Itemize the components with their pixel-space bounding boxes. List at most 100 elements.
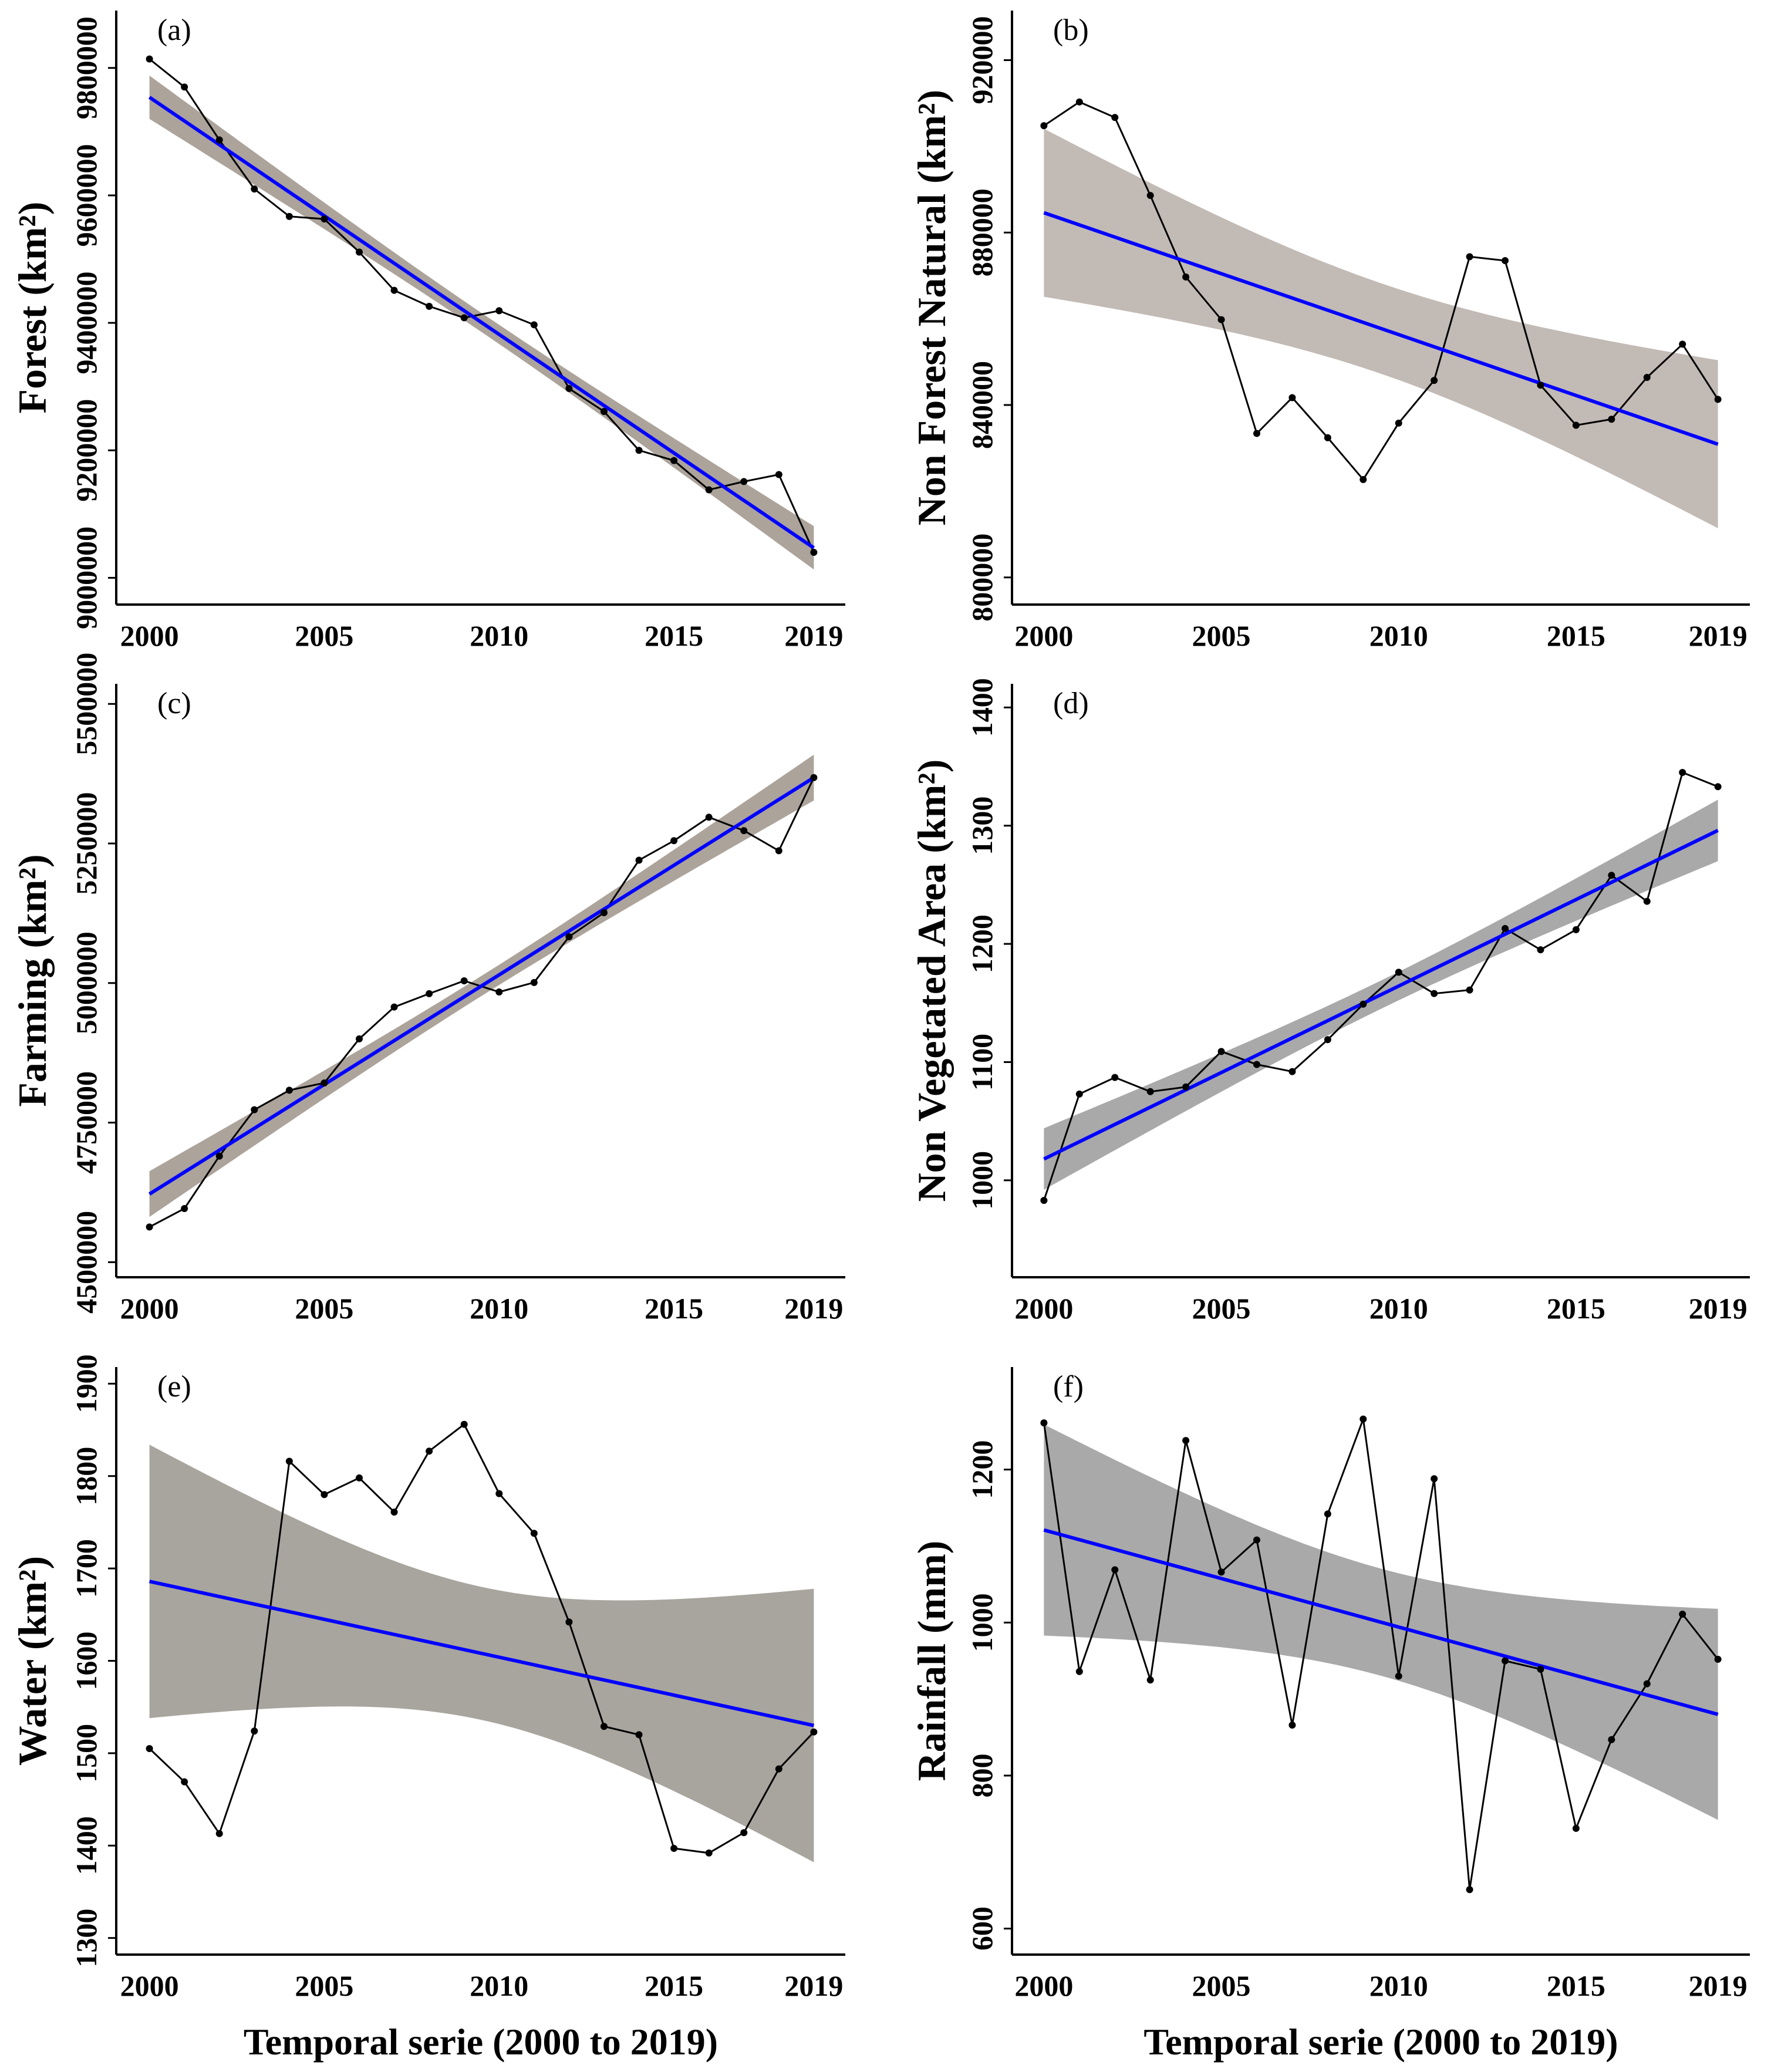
data-point-2012: [1466, 986, 1473, 994]
x-tick-label: 2000: [1014, 1969, 1073, 2002]
trend-line: [149, 1580, 815, 1727]
data-point-2011: [1431, 1475, 1438, 1483]
data-point-2000: [146, 55, 153, 63]
data-point-2010: [495, 1490, 503, 1497]
y-tick-label: 1800: [70, 1447, 103, 1506]
y-tick-label: 9600000: [70, 144, 103, 247]
data-point-2007: [390, 1003, 398, 1011]
x-tick-label: 2000: [120, 619, 179, 652]
data-point-2016: [1608, 416, 1615, 423]
y-tick-label: 5500000: [70, 653, 103, 755]
trend-line: [1043, 1528, 1719, 1716]
data-point-2011: [530, 1530, 538, 1537]
data-point-2014: [635, 447, 643, 454]
data-point-2004: [285, 1457, 293, 1465]
x-tick-label: 2019: [784, 1969, 843, 2002]
x-tick-label: 2019: [784, 619, 843, 652]
x-tick-label: 2015: [645, 1292, 703, 1325]
x-tick-label: 2005: [295, 1292, 353, 1325]
x-tick-label: 2005: [295, 1969, 353, 2002]
panel-label: (e): [157, 1370, 191, 1403]
data-point-2000: [146, 1223, 153, 1231]
y-tick-label: 800: [966, 1754, 998, 1798]
panel-label: (a): [157, 14, 191, 47]
series-line: [1043, 100, 1719, 481]
data-point-2012: [565, 1618, 573, 1626]
data-point-2013: [1502, 924, 1509, 932]
data-point-2003: [251, 185, 258, 193]
data-point-2003: [1146, 1676, 1154, 1684]
data-point-2000: [146, 1745, 153, 1753]
data-point-2011: [530, 978, 538, 986]
data-point-2007: [1288, 1721, 1296, 1729]
data-point-2011: [1431, 377, 1438, 384]
data-point-2019: [810, 1728, 818, 1736]
data-point-2009: [460, 1420, 468, 1428]
x-axis-title: Temporal serie (2000 to 2019): [244, 2021, 718, 2063]
data-point-2014: [1537, 382, 1544, 389]
y-axis-title: Forest (km²): [10, 202, 55, 414]
data-point-2004: [1182, 273, 1190, 281]
x-tick-label: 2019: [1689, 619, 1748, 652]
data-point-2016: [1608, 872, 1615, 879]
data-point-2004: [285, 1086, 293, 1094]
data-point-2018: [1679, 769, 1686, 777]
trend-line: [148, 776, 815, 1196]
x-tick-label: 2010: [470, 619, 528, 652]
x-tick-label: 2010: [1369, 1292, 1428, 1325]
data-point-2018: [775, 471, 782, 478]
data-point-2002: [215, 1830, 223, 1837]
y-tick-label: 9000000: [70, 527, 103, 629]
data-point-2017: [740, 478, 748, 485]
data-point-2004: [285, 212, 293, 220]
panel-label: (c): [157, 687, 191, 720]
data-point-2005: [1217, 1568, 1225, 1576]
data-point-2016: [1608, 1736, 1615, 1743]
data-point-2017: [1643, 1680, 1651, 1688]
x-tick-label: 2015: [1547, 1292, 1605, 1325]
data-point-2007: [390, 286, 398, 294]
x-tick-label: 2015: [645, 1969, 703, 2002]
y-tick-label: 880000: [966, 188, 998, 276]
y-tick-label: 920000: [966, 16, 998, 104]
x-tick-label: 2010: [470, 1969, 528, 2002]
data-point-2010: [1395, 419, 1402, 427]
data-point-2001: [181, 83, 188, 91]
data-point-2006: [356, 1474, 363, 1482]
y-tick-label: 4500000: [70, 1211, 103, 1314]
y-tick-label: 1100: [966, 1034, 998, 1091]
panel-label: (f): [1053, 1370, 1084, 1403]
x-tick-label: 2005: [1192, 1292, 1251, 1325]
data-point-2019: [810, 774, 818, 781]
y-axis-title: Rainfall (mm): [909, 1541, 954, 1781]
data-point-2014: [635, 856, 643, 864]
y-tick-label: 9200000: [70, 399, 103, 502]
y-tick-label: 1400: [70, 1816, 103, 1875]
data-point-2016: [705, 1849, 713, 1857]
data-point-2002: [1111, 1074, 1119, 1081]
y-axis-title: Non Vegetated Area (km²): [909, 760, 954, 1202]
data-point-2012: [1466, 253, 1473, 261]
x-tick-label: 2010: [1369, 1969, 1428, 2002]
data-point-2014: [635, 1731, 643, 1739]
panel-d: 1000 1100 1200 1300 1400 2000 2005 2010 2015 2019…: [909, 678, 1750, 1325]
data-point-2014: [1537, 946, 1544, 954]
series-line: [1043, 1419, 1719, 1890]
data-point-2007: [390, 1509, 398, 1516]
x-tick-label: 2015: [645, 619, 703, 652]
x-tick-label: 2010: [470, 1292, 528, 1325]
y-axis-title: Water (km²): [10, 1556, 55, 1766]
data-point-2013: [600, 407, 608, 415]
data-point-2015: [1572, 421, 1580, 429]
y-axis-title: Farming (km²): [10, 854, 55, 1106]
x-tick-label: 2019: [1689, 1969, 1748, 2002]
trend-line: [1043, 211, 1719, 446]
panel-e: 1300 1400 1500 1600 1700 1800 1900 2000 2005 2010…: [10, 1354, 845, 2063]
data-point-2005: [1217, 1048, 1225, 1055]
data-point-2017: [740, 827, 748, 835]
data-point-2018: [775, 847, 782, 855]
data-point-2005: [1217, 316, 1225, 323]
data-point-2012: [565, 933, 573, 940]
data-point-2006: [1253, 430, 1260, 437]
